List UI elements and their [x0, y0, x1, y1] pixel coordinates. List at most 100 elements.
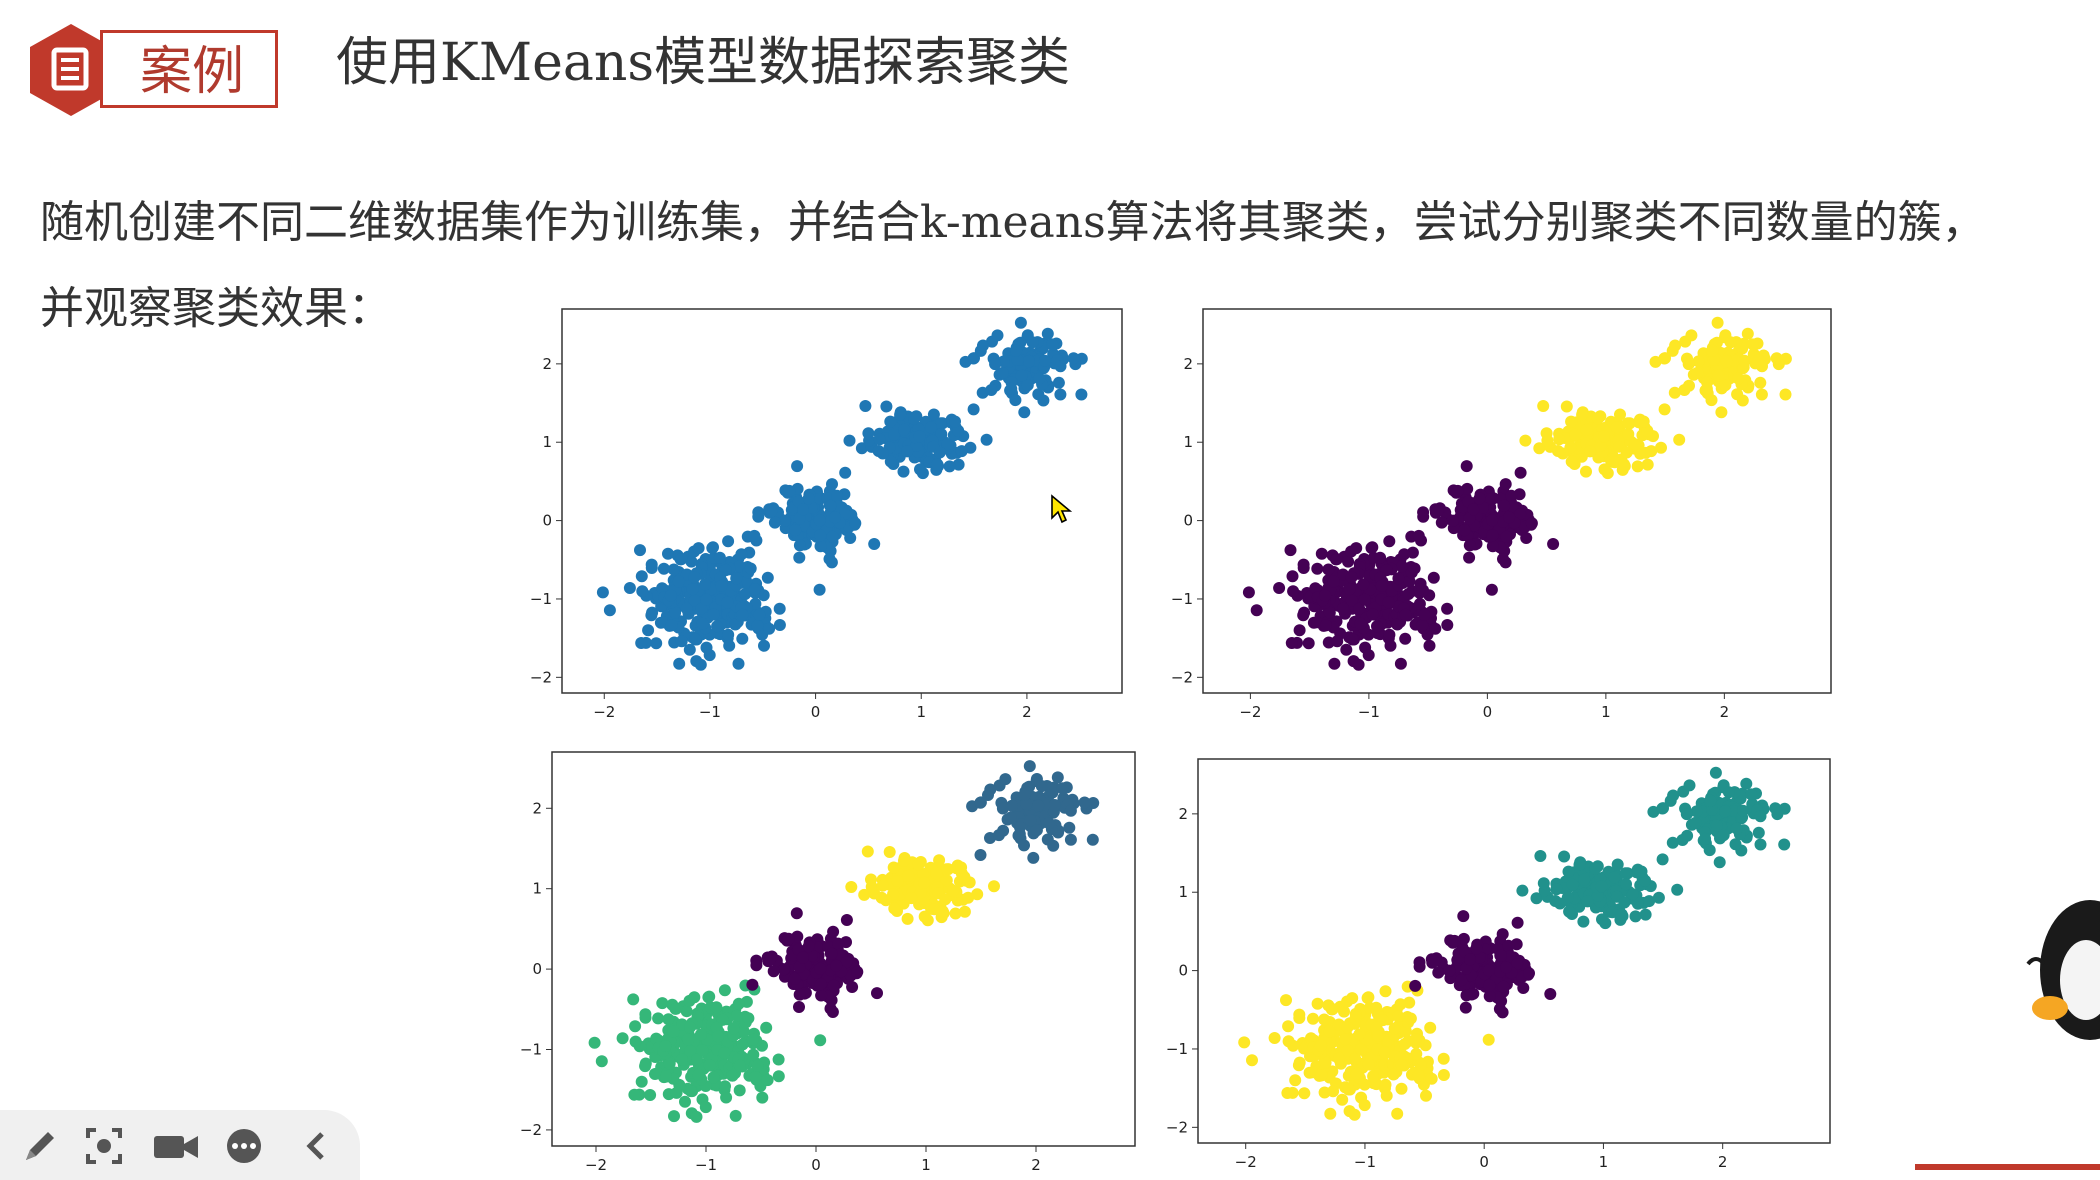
- scatter-point: [718, 984, 731, 997]
- scatter-point: [1498, 499, 1511, 512]
- scatter-point: [829, 511, 841, 524]
- scatter-point: [793, 551, 806, 564]
- scatter-point: [955, 445, 968, 458]
- scatter-point: [629, 1035, 642, 1048]
- scatter-point: [825, 556, 838, 569]
- collapse-icon[interactable]: [296, 1126, 336, 1166]
- scatter-point: [1457, 910, 1470, 923]
- x-tick-label: 2: [1720, 703, 1730, 721]
- scatter-point: [1043, 817, 1055, 830]
- scatter-point: [862, 427, 875, 440]
- scatter-point: [958, 871, 971, 883]
- more-icon[interactable]: [224, 1126, 264, 1166]
- scatter-point: [813, 583, 826, 596]
- scatter-point: [761, 571, 774, 584]
- scatter-point: [1314, 1039, 1327, 1052]
- x-tick-label: −1: [699, 703, 721, 721]
- scatter-point: [1023, 760, 1036, 773]
- scatter-point: [1412, 529, 1425, 542]
- description: 随机创建不同二维数据集作为训练集，并结合k-means算法将其聚类，尝试分别聚类…: [40, 180, 2100, 352]
- scatter-point: [1379, 1078, 1392, 1091]
- scatter-point: [1554, 897, 1566, 910]
- scatter-point: [1550, 883, 1563, 896]
- scatter-point: [645, 558, 658, 571]
- scatter-point: [746, 978, 759, 991]
- scatter-point: [742, 1012, 755, 1025]
- camera-icon[interactable]: [152, 1126, 200, 1166]
- scatter-point: [1506, 500, 1519, 513]
- scatter-point: [623, 582, 636, 594]
- scatter-point: [773, 602, 786, 615]
- pen-icon[interactable]: [20, 1126, 60, 1166]
- scatter-point: [888, 902, 901, 915]
- scatter-point: [1362, 1058, 1375, 1071]
- screenshot-icon[interactable]: [84, 1126, 124, 1166]
- scatter-point: [1297, 558, 1310, 571]
- accent-bar: [1915, 1164, 2100, 1170]
- scatter-point: [1086, 833, 1099, 846]
- scatter-point: [1553, 433, 1566, 446]
- scatter-point: [1620, 878, 1632, 891]
- scatter-point: [1631, 460, 1644, 473]
- scatter-point: [1530, 892, 1543, 905]
- scatter-point: [1340, 643, 1353, 656]
- scatter-point: [1560, 400, 1573, 413]
- scatter-point: [1352, 658, 1365, 671]
- scatter-point: [691, 1053, 703, 1066]
- scatter-point: [1287, 585, 1300, 598]
- scatter-point: [1556, 447, 1569, 460]
- scatter-point: [685, 555, 698, 568]
- scatter-point: [1413, 597, 1426, 610]
- scatter-point: [1740, 777, 1753, 790]
- scatter-point: [1464, 953, 1476, 966]
- scatter-point: [1511, 916, 1524, 929]
- scatter-point: [971, 888, 984, 901]
- scatter-point: [1547, 538, 1560, 550]
- scatter-point: [788, 972, 801, 985]
- scatter-point: [1284, 544, 1297, 557]
- scatter-point: [992, 829, 1005, 842]
- scatter-point: [814, 978, 827, 991]
- scatter-point: [1378, 1046, 1391, 1059]
- scatter-point: [880, 400, 893, 413]
- scatter-point: [913, 430, 926, 443]
- scatter-point: [1021, 379, 1034, 392]
- scatter-point: [679, 1095, 691, 1108]
- scatter-point: [670, 1002, 683, 1015]
- scatter-point: [662, 1013, 675, 1026]
- document-icon: [30, 24, 112, 116]
- scatter-point: [749, 1070, 762, 1083]
- scatter-point: [1427, 571, 1440, 584]
- scatter-point: [1573, 858, 1586, 871]
- scatter-point: [657, 562, 670, 575]
- scatter-point: [1328, 657, 1341, 670]
- scatter-point: [1499, 556, 1512, 569]
- scatter-point: [688, 594, 701, 607]
- scatter-point: [813, 514, 826, 527]
- scatter-point: [1038, 354, 1051, 367]
- scatter-point: [868, 538, 881, 550]
- scatter-point: [1431, 505, 1444, 518]
- scatter-point: [1319, 1056, 1332, 1069]
- scatter-point: [1437, 1069, 1450, 1081]
- scatter-point: [1311, 562, 1324, 575]
- scatter-point: [1357, 578, 1370, 591]
- scatter-point: [1608, 871, 1621, 884]
- scatter-point: [1032, 388, 1045, 401]
- scatter-point: [1339, 1033, 1352, 1046]
- scatter-point: [1035, 780, 1048, 793]
- scatter-point: [690, 1110, 703, 1123]
- scatter-point: [1563, 905, 1576, 918]
- scatter-point: [793, 512, 806, 525]
- scatter-point: [763, 953, 776, 966]
- scatter-point: [1005, 382, 1018, 395]
- scatter-point: [1514, 466, 1527, 479]
- scatter-point: [1282, 1035, 1295, 1048]
- scatter-point: [680, 602, 693, 615]
- scatter-point: [814, 962, 827, 975]
- x-tick-label: 0: [1483, 703, 1493, 721]
- scatter-point: [1293, 1008, 1306, 1021]
- y-tick-label: 2: [532, 799, 542, 817]
- scatter-point: [1503, 511, 1516, 524]
- scatter-point: [1682, 358, 1695, 371]
